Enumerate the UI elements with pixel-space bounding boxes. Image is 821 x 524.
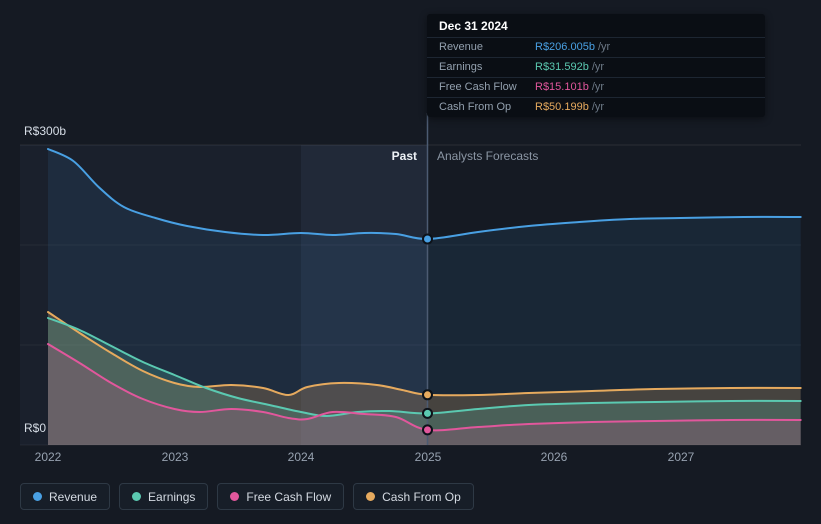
free-cash-flow-marker [422,424,433,436]
earnings-line [47,317,802,417]
tooltip-row-value: R$206.005b [535,41,595,53]
earnings-area [48,318,801,445]
tooltip-row-label: Free Cash Flow [439,81,517,93]
chart-legend: Revenue Earnings Free Cash Flow Cash From O… [20,483,474,510]
cash-from-op-marker [422,389,433,401]
free-cash-flow-area [48,344,801,445]
revenue-marker [422,233,433,245]
tooltip-row-value: R$15.101b [535,81,589,93]
legend-item-earnings[interactable]: Earnings [119,483,209,510]
x-tick-2027: 2027 [667,450,695,464]
past-region [20,145,428,445]
tooltip-row-revenue: Revenue R$206.005b/yr [427,38,765,58]
legend-item-label: Free Cash Flow [246,489,332,504]
cash-from-op-line [47,311,802,397]
tooltip-row-value: R$31.592b [535,61,589,73]
legend-item-cash-from-op[interactable]: Cash From Op [353,483,474,510]
x-tick-2024: 2024 [287,450,315,464]
x-tick-2022: 2022 [34,450,62,464]
analysts-forecasts-label: Analysts Forecasts [437,149,539,163]
tooltip-row-suffix: /yr [591,61,605,73]
free-cash-flow-legend-dot-icon [230,492,240,501]
tooltip-row-suffix: /yr [591,81,605,93]
tooltip-rows: Revenue R$206.005b/yr Earnings R$31.592b/yr… [427,38,765,117]
legend-item-label: Revenue [49,489,98,504]
legend-item-label: Cash From Op [382,489,461,504]
legend-item-revenue[interactable]: Revenue [20,483,111,510]
free-cash-flow-line [47,343,802,432]
x-tick-2023: 2023 [161,450,189,464]
earnings-legend-dot-icon [132,492,142,501]
chart-tooltip: Dec 31 2024 Revenue R$206.005b/yr Earnings… [427,14,765,117]
past-label: Past [391,149,417,163]
x-tick-2025: 2025 [414,450,442,464]
tooltip-row-value: R$50.199b [535,101,589,113]
earnings-marker [422,407,433,419]
y-axis-label-max: R$300b [24,124,67,138]
tooltip-row-earnings: Earnings R$31.592b/yr [427,58,765,78]
tooltip-row-label: Revenue [439,41,484,53]
revenue-legend-dot-icon [33,492,42,501]
tooltip-row-cash-from-op: Cash From Op R$50.199b/yr [427,98,765,117]
tooltip-row-suffix: /yr [591,101,605,113]
tooltip-date: Dec 31 2024 [427,14,765,38]
tooltip-row-label: Cash From Op [439,101,512,113]
cash-from-op-area [48,312,801,445]
tooltip-row-label: Earnings [439,61,483,73]
legend-item-label: Earnings [148,489,196,504]
x-tick-2026: 2026 [540,450,568,464]
tooltip-row-suffix: /yr [597,41,611,53]
legend-item-free-cash-flow[interactable]: Free Cash Flow [217,483,345,510]
cash-from-op-legend-dot-icon [366,492,376,501]
tooltip-row-free-cash-flow: Free Cash Flow R$15.101b/yr [427,78,765,98]
highlight-band [301,145,428,445]
y-axis-label-zero: R$0 [24,421,47,435]
revenue-area [48,149,801,445]
revenue-line [47,148,802,241]
